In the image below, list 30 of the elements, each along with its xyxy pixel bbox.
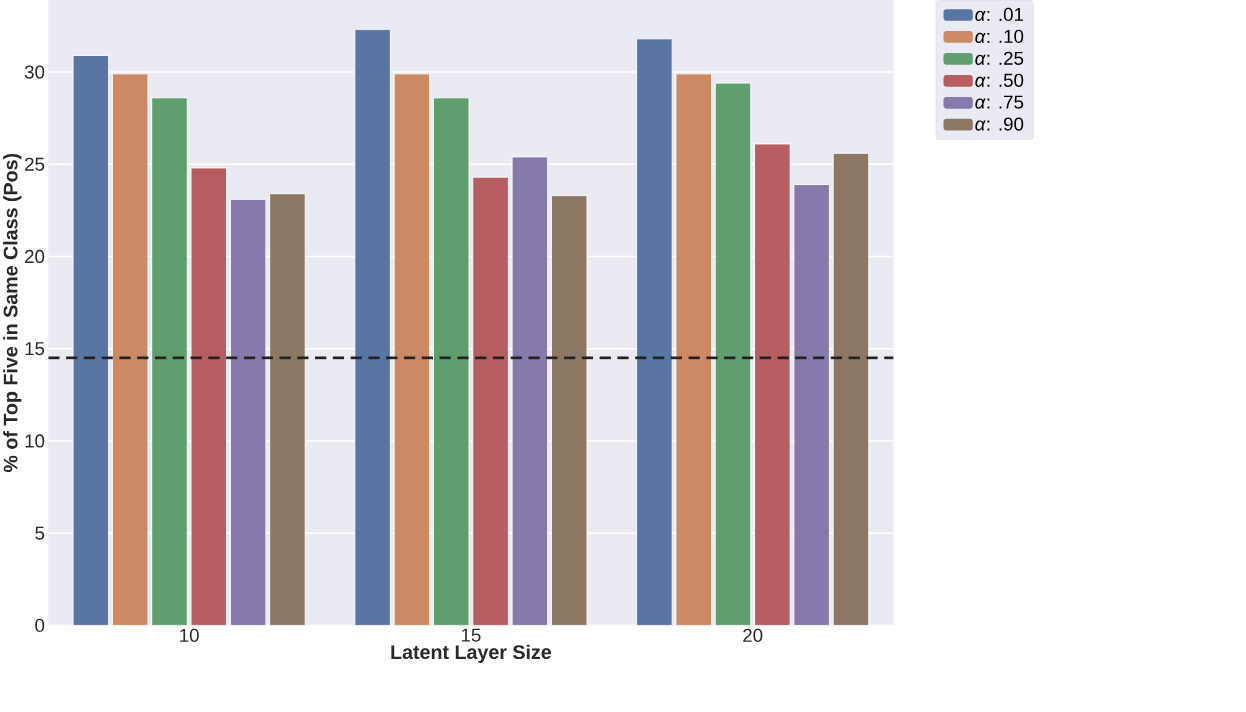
y-tick-label: 25 — [25, 157, 45, 171]
bar — [151, 97, 188, 626]
bar — [550, 194, 588, 626]
legend-label: α: .01 — [975, 7, 1024, 21]
bar — [793, 183, 830, 626]
x-tick-label: 20 — [743, 628, 763, 642]
bar — [472, 176, 509, 626]
legend-label: α: .50 — [975, 73, 1024, 87]
y-tick-label: 30 — [24, 65, 45, 79]
bar — [511, 156, 549, 626]
bar — [433, 97, 470, 626]
legend-label: α: .75 — [975, 95, 1024, 109]
y-tick-label: 20 — [25, 249, 45, 263]
legend-label: α: .90 — [975, 117, 1024, 131]
bar — [269, 193, 306, 626]
bar — [229, 198, 267, 626]
y-tick-label: 10 — [25, 434, 45, 448]
x-tick-label: 10 — [180, 628, 199, 642]
bar — [714, 82, 752, 626]
y-axis-title: % of Top Five in Same Class (Pos) — [3, 153, 22, 472]
legend-label: α: .25 — [975, 51, 1024, 65]
legend-label: α: .10 — [975, 29, 1024, 43]
x-axis-title: Latent Layer Size — [391, 644, 552, 663]
bar — [754, 143, 791, 626]
x-tick-label: 15 — [461, 628, 481, 642]
y-tick-label: 15 — [25, 341, 45, 356]
bar — [190, 167, 228, 626]
bar — [832, 152, 870, 626]
y-tick-label: 5 — [35, 526, 45, 540]
y-tick-label: 0 — [35, 618, 45, 632]
